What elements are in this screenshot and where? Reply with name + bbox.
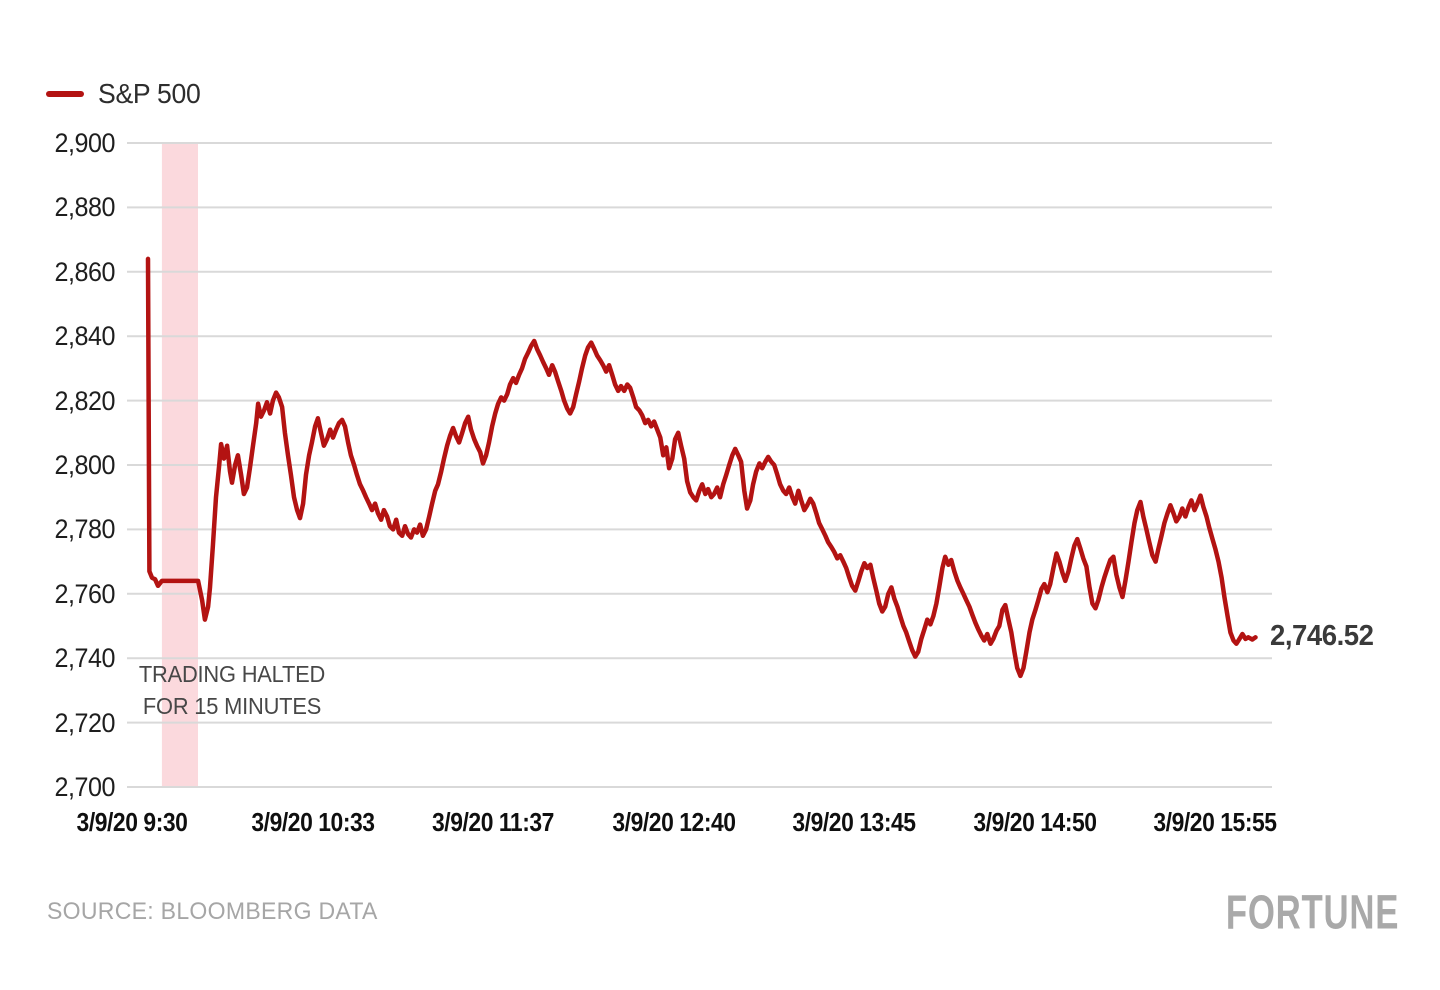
x-tick-label: 3/9/20 9:30 [76, 807, 188, 837]
y-tick-label: 2,720 [54, 707, 115, 738]
x-tick-label: 3/9/20 11:37 [432, 807, 554, 837]
sp500-series-line [145, 256, 1258, 679]
trading-halt-annotation-line2: FOR 15 MINUTES [142, 693, 322, 719]
trading-halt-annotation: TRADING HALTED FOR 15 MINUTES [127, 658, 338, 722]
legend: S&P 500 [46, 78, 206, 110]
x-tick-label: 3/9/20 13:45 [792, 807, 916, 837]
x-tick-label: 3/9/20 15:55 [1153, 807, 1277, 837]
x-tick-label: 3/9/20 10:33 [250, 807, 375, 837]
y-tick-label: 2,800 [54, 450, 115, 480]
x-tick-label: 3/9/20 12:40 [611, 807, 736, 837]
x-tick-label: 3/9/20 14:50 [972, 807, 1097, 837]
legend-label: S&P 500 [98, 78, 201, 109]
y-tick-label: 2,900 [54, 128, 115, 158]
y-tick-label: 2,780 [54, 514, 115, 545]
y-tick-label: 2,840 [54, 321, 115, 352]
y-tick-label: 2,880 [54, 192, 115, 223]
fortune-logo: FORTUNE [1225, 884, 1399, 939]
y-tick-label: 2,760 [54, 578, 115, 609]
y-tick-label: 2,820 [54, 385, 115, 416]
y-tick-label: 2,740 [54, 643, 115, 674]
last-value-label: 2,746.52 [1270, 620, 1374, 652]
y-tick-label: 2,700 [54, 772, 115, 802]
y-tick-label: 2,860 [54, 256, 115, 287]
source-credit: SOURCE: BLOOMBERG DATA [47, 898, 378, 925]
legend-line-swatch [46, 91, 84, 97]
trading-halt-annotation-line1: TRADING HALTED [138, 661, 326, 687]
